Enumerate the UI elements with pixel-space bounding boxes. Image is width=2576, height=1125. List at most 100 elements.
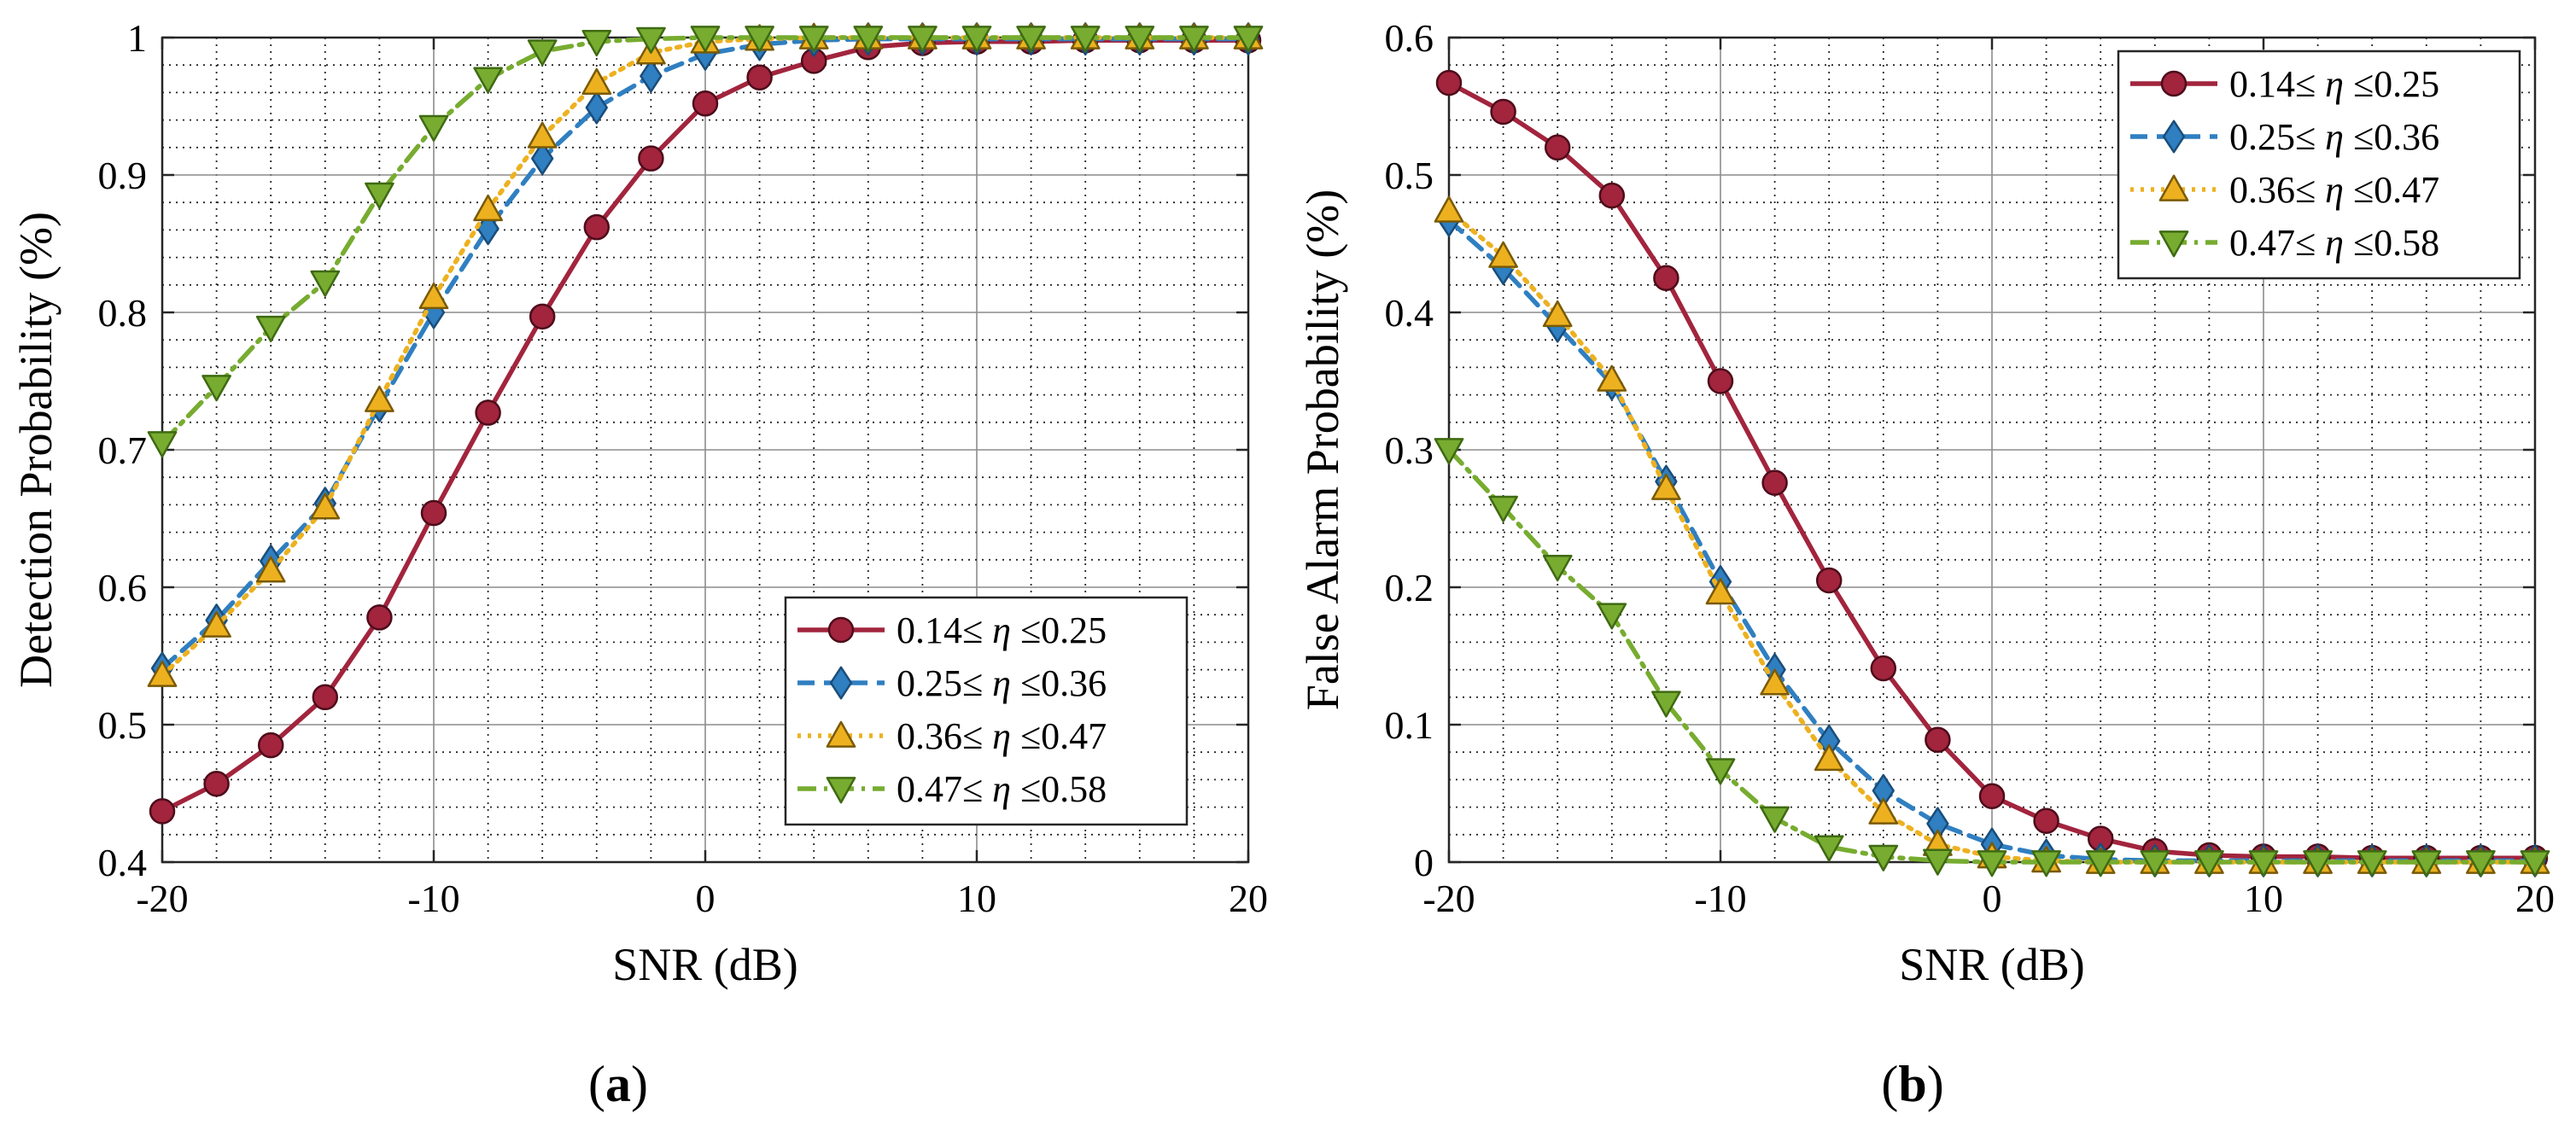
data-point: -4, 0.036 [1868,797,1899,825]
data-point: -18, 0.441 [1488,241,1518,268]
legend-label: 0.25≤ η ≤0.36 [897,662,1107,704]
data-point: -2, 0.912 [638,145,664,172]
y-tick-label: 0.7 [98,428,148,472]
data-point: -4, 0.004 [1868,844,1899,871]
data-point: -12, 0.886 [365,182,394,209]
data-point: -14, 0.351 [1597,364,1627,392]
chart-panel-a: -20 -10 0 10 20 0.4 0.5 0.6 0.7 0.8 0.9 1 SNR (dB) De… [10,16,1268,1112]
data-point: -8, 0.13 [1760,668,1790,696]
y-axis-label: Detection Probability (%) [10,212,61,688]
y-tick-label: 0 [1414,841,1434,884]
data-point: -10, 0.35 [1707,368,1734,394]
data-point: 12, 1 [1016,26,1046,53]
data-point: -18, 0.572 [202,610,231,638]
data-point: -6, 0.928 [527,121,558,149]
data-point: 20, 1 [1233,26,1264,53]
legend-marker [826,720,856,748]
legend-item: 0.47≤ η ≤0.58 [2130,222,2439,264]
legend-marker [826,777,856,804]
series-4: -20, 0.705 -18, 0.746 -16, 0.789 -14, 0.822… [147,26,1264,458]
data-point: 2, 0.971 [746,64,773,90]
data-point: -18, 0.546 [1490,98,1516,125]
panel-caption: (a) [588,1056,648,1112]
data-point: -8, 0.875 [473,194,503,222]
data-point: 0, 0.048 [1978,783,2006,809]
y-tick-label: 0.4 [98,841,148,884]
data-point: -14, 0.822 [310,270,341,297]
data-point: -6, 0.011 [1814,835,1844,862]
data-point: -10, 0.067 [1705,758,1736,785]
data-point: 12, 0 [2303,850,2333,877]
data-point: -6, 0.99 [527,39,558,67]
data-point: -12, 0.736 [365,385,394,412]
x-axis-label: SNR (dB) [612,939,798,990]
data-point: 2, 1 [745,26,774,53]
legend-marker [2162,119,2186,154]
y-tick-label: 0.6 [1385,16,1434,60]
data-point: -10, 0.935 [418,114,449,142]
data-point: -20, 0.536 [147,660,178,687]
data-point: -14, 0.52 [312,684,339,711]
chart-panel-b: -20 -10 0 10 20 0 0.1 0.2 0.3 0.4 0.5 0.6 SNR (dB) Fa… [1297,16,2555,1112]
legend-marker [2158,230,2189,258]
x-tick-label: -10 [1694,877,1746,920]
legend-label: 0.14≤ η ≤0.25 [2229,63,2439,105]
data-point: -2, 0.001 [1923,848,1953,876]
panel-caption: (b) [1881,1056,1943,1112]
legend-label: 0.36≤ η ≤0.47 [2229,169,2439,211]
data-point: 18, 1 [1179,26,1209,53]
legend-label: 0.47≤ η ≤0.58 [897,768,1107,810]
data-point: -4, 0.141 [1870,655,1897,682]
data-point: 20, 0 [2520,850,2550,877]
legend-item: 0.47≤ η ≤0.58 [797,768,1107,810]
x-tick-label: 10 [957,877,996,920]
data-point: -4, 0.997 [581,29,612,57]
y-tick-label: 0.1 [1385,703,1434,747]
legend-label: 0.14≤ η ≤0.25 [897,609,1107,651]
data-point: 14, 1 [1070,26,1101,53]
y-tick-label: 0.2 [1385,566,1434,609]
data-point: -10, 0.196 [1705,578,1736,605]
y-tick-label: 0.9 [98,154,148,197]
legend-item: 0.14≤ η ≤0.25 [797,609,1107,651]
data-point: -8, 0.727 [475,399,501,426]
data-point: 10, 1 [961,26,992,53]
data-point: -20, 0.474 [1434,195,1464,223]
data-point: -12, 0.425 [1653,265,1679,291]
y-tick-label: 0.5 [98,703,148,747]
data-point: 16, 1 [1124,26,1155,53]
data-point: 0, 1 [690,26,721,53]
data-point: 14, 0 [2357,850,2387,877]
data-point: -8, 0.276 [1761,469,1788,496]
y-tick-label: 0.4 [1385,291,1434,335]
data-point: 8, 1 [908,26,938,53]
data-point: -18, 0.457 [203,770,230,797]
legend-marker [827,616,855,644]
data-point: 4, 0 [2085,850,2116,877]
data-point: -20, 0.567 [1435,69,1463,96]
legend-item: 0.25≤ η ≤0.36 [797,662,1107,704]
data-point: -20, 0.705 [147,431,178,458]
data-point: -10, 0.654 [420,499,447,527]
data-point: 2, 0 [2031,850,2061,877]
data-point: -18, 0.746 [202,375,231,402]
x-tick-label: 10 [2244,877,2283,920]
legend: 0.14≤ η ≤0.25 0.25≤ η ≤0.36 0.36≤ η ≤0.47 0… [2117,50,2521,280]
data-point: -12, 0.578 [366,604,393,631]
y-tick-label: 0.5 [1385,154,1434,197]
data-point: 4, 1 [798,26,829,53]
legend-item: 0.14≤ η ≤0.25 [2130,63,2439,105]
data-point: -10, 0.811 [418,282,449,310]
data-point: -16, 0.52 [1544,134,1571,161]
data-point: -16, 0.215 [1542,555,1573,582]
y-tick-label: 0.3 [1385,428,1434,472]
data-point: 6, 1 [853,26,884,53]
legend-marker [2160,70,2188,97]
data-point: -2, 0.972 [640,59,663,93]
y-tick-label: 1 [127,16,147,60]
data-point: -16, 0.789 [255,315,286,343]
legend-label: 0.47≤ η ≤0.58 [2229,222,2439,264]
data-point: -12, 0.116 [1651,691,1681,718]
y-tick-label: 0.6 [98,566,148,609]
